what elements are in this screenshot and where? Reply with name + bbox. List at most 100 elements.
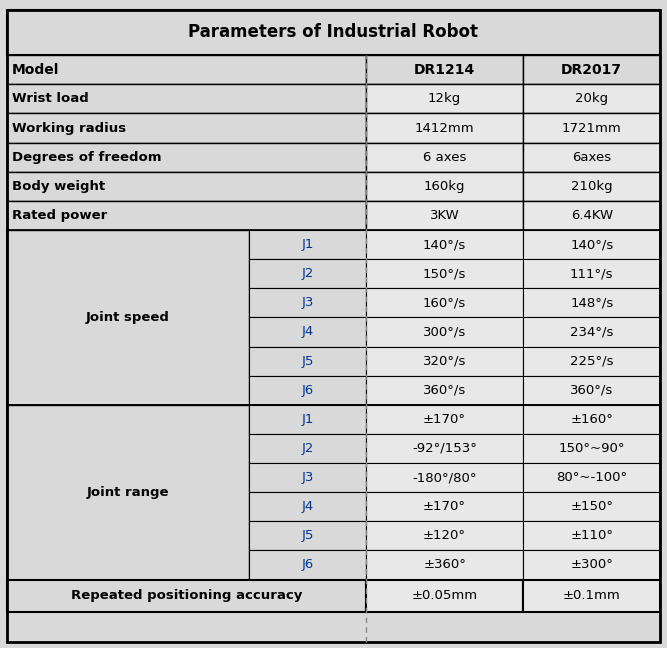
Text: J3: J3 (301, 296, 313, 309)
Text: J6: J6 (301, 559, 313, 572)
Text: Parameters of Industrial Robot: Parameters of Industrial Robot (189, 23, 478, 41)
Text: -180°/80°: -180°/80° (412, 471, 477, 484)
Bar (249, 318, 366, 347)
Bar (249, 463, 366, 492)
Bar (523, 113, 660, 143)
Bar (523, 492, 660, 521)
Text: 150°/s: 150°/s (423, 267, 466, 280)
Text: DR1214: DR1214 (414, 63, 476, 76)
Bar (366, 55, 523, 84)
Bar (366, 288, 523, 318)
Bar (523, 463, 660, 492)
Bar (249, 288, 366, 318)
Text: 6.4KW: 6.4KW (571, 209, 613, 222)
Bar (523, 318, 660, 347)
Text: Wrist load: Wrist load (12, 93, 89, 106)
Bar (249, 434, 366, 463)
Text: ±170°: ±170° (423, 500, 466, 513)
Text: Working radius: Working radius (12, 122, 126, 135)
Text: ±160°: ±160° (570, 413, 613, 426)
Text: 360°/s: 360°/s (570, 384, 614, 397)
Bar (366, 492, 523, 521)
Text: Model: Model (12, 63, 59, 76)
Bar (366, 172, 523, 201)
Bar (249, 230, 366, 259)
Bar (523, 172, 660, 201)
Bar (523, 521, 660, 550)
Text: Degrees of freedom: Degrees of freedom (12, 151, 161, 164)
Text: 12kg: 12kg (428, 93, 462, 106)
Bar (366, 230, 523, 259)
Bar (366, 84, 523, 113)
Bar (523, 347, 660, 376)
Bar (523, 55, 660, 84)
Text: Body weight: Body weight (12, 179, 105, 193)
Text: 80°~-100°: 80°~-100° (556, 471, 627, 484)
Bar (249, 405, 366, 434)
Bar (7, 579, 366, 612)
Text: ±0.1mm: ±0.1mm (563, 590, 620, 603)
Text: J5: J5 (301, 529, 313, 542)
Bar (7, 55, 366, 84)
Text: J2: J2 (301, 442, 313, 455)
Text: J4: J4 (301, 500, 313, 513)
Text: 1721mm: 1721mm (562, 122, 622, 135)
Text: ±150°: ±150° (570, 500, 613, 513)
Text: J3: J3 (301, 471, 313, 484)
Bar (249, 550, 366, 579)
Text: 160kg: 160kg (424, 179, 466, 193)
Text: Joint speed: Joint speed (85, 311, 169, 324)
Bar (366, 405, 523, 434)
Text: 140°/s: 140°/s (423, 238, 466, 251)
Bar (7, 405, 660, 579)
Bar (366, 143, 523, 172)
Text: 1412mm: 1412mm (415, 122, 474, 135)
Text: 320°/s: 320°/s (423, 354, 466, 367)
Bar (7, 84, 366, 113)
Bar (523, 434, 660, 463)
Bar (249, 521, 366, 550)
Bar (366, 259, 523, 288)
Bar (523, 259, 660, 288)
Bar (7, 201, 366, 230)
Text: ±110°: ±110° (570, 529, 613, 542)
Bar (7, 230, 249, 405)
Text: Joint range: Joint range (86, 485, 169, 499)
Bar (523, 143, 660, 172)
Text: J5: J5 (301, 354, 313, 367)
Text: 210kg: 210kg (571, 179, 612, 193)
Text: ±0.05mm: ±0.05mm (412, 590, 478, 603)
Bar (523, 405, 660, 434)
Bar (366, 550, 523, 579)
Text: 360°/s: 360°/s (423, 384, 466, 397)
Text: DR2017: DR2017 (561, 63, 622, 76)
Text: 140°/s: 140°/s (570, 238, 614, 251)
Text: 150°~90°: 150°~90° (558, 442, 625, 455)
Bar (366, 434, 523, 463)
Bar (523, 550, 660, 579)
Text: J1: J1 (301, 413, 313, 426)
Bar (523, 288, 660, 318)
Text: 111°/s: 111°/s (570, 267, 614, 280)
Bar (523, 84, 660, 113)
Bar (523, 230, 660, 259)
Text: ±170°: ±170° (423, 413, 466, 426)
Text: 225°/s: 225°/s (570, 354, 614, 367)
Text: 148°/s: 148°/s (570, 296, 614, 309)
Text: J4: J4 (301, 325, 313, 338)
Bar (7, 230, 660, 405)
Text: 6 axes: 6 axes (423, 151, 466, 164)
Text: 20kg: 20kg (575, 93, 608, 106)
Text: 3KW: 3KW (430, 209, 460, 222)
Bar (249, 376, 366, 405)
Text: ±300°: ±300° (570, 559, 613, 572)
Bar (366, 579, 523, 612)
Bar (366, 463, 523, 492)
Bar (7, 143, 366, 172)
Bar (366, 113, 523, 143)
Bar (366, 376, 523, 405)
Text: 160°/s: 160°/s (423, 296, 466, 309)
Text: 234°/s: 234°/s (570, 325, 614, 338)
Text: Repeated positioning accuracy: Repeated positioning accuracy (71, 590, 302, 603)
Bar (366, 201, 523, 230)
